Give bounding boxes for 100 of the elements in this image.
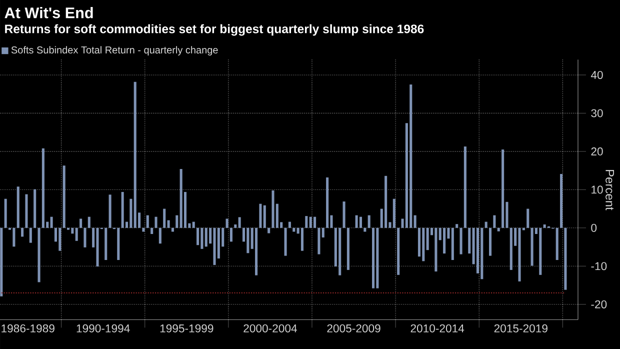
bar bbox=[426, 228, 429, 250]
bar bbox=[292, 228, 296, 232]
bar bbox=[338, 228, 342, 276]
bar bbox=[318, 228, 320, 254]
bar bbox=[29, 228, 32, 243]
bar bbox=[539, 228, 542, 275]
bar bbox=[88, 216, 90, 228]
chart-title: At Wit's End bbox=[4, 7, 93, 18]
bar bbox=[246, 228, 250, 254]
bar bbox=[305, 216, 308, 228]
bar bbox=[196, 228, 200, 246]
bar bbox=[234, 224, 237, 228]
bar bbox=[58, 228, 62, 251]
bar bbox=[154, 216, 158, 228]
bar bbox=[564, 228, 567, 290]
x-tick-label: 2015-2019 bbox=[494, 324, 548, 332]
bar bbox=[150, 228, 154, 234]
bar bbox=[158, 228, 162, 244]
bar bbox=[434, 228, 438, 272]
chart-subtitle: Returns for soft commodities set for biggest quarterly slump since 1986 bbox=[5, 24, 424, 36]
bar bbox=[392, 198, 396, 228]
bar bbox=[314, 216, 316, 228]
y-axis-title: Percent bbox=[606, 170, 614, 210]
bar bbox=[560, 174, 563, 228]
y-tick-label: -20 bbox=[591, 300, 607, 308]
bar bbox=[34, 189, 36, 228]
bar bbox=[451, 228, 454, 260]
bar bbox=[464, 146, 466, 228]
bar bbox=[180, 169, 182, 228]
bar bbox=[346, 228, 350, 270]
y-tick-label: 10 bbox=[592, 186, 603, 194]
bar bbox=[204, 228, 208, 247]
bar bbox=[259, 204, 262, 228]
y-tick-label: 20 bbox=[591, 147, 603, 156]
x-tick-label: 2010-2014 bbox=[410, 324, 464, 332]
bar bbox=[130, 198, 132, 228]
x-tick-label: 2005-2009 bbox=[327, 324, 380, 332]
bar bbox=[376, 228, 379, 288]
bar bbox=[50, 216, 53, 228]
bar bbox=[468, 228, 471, 254]
bar bbox=[4, 198, 7, 228]
bar bbox=[71, 228, 74, 234]
bar bbox=[530, 228, 534, 266]
bar bbox=[84, 228, 86, 248]
bar bbox=[364, 228, 366, 232]
bar bbox=[0, 228, 3, 296]
bar bbox=[134, 82, 136, 228]
bar bbox=[108, 194, 112, 228]
bar bbox=[422, 228, 425, 262]
bar bbox=[443, 228, 446, 254]
x-tick-label: 1986-1989 bbox=[2, 324, 54, 332]
bar bbox=[510, 228, 512, 270]
bar bbox=[418, 228, 420, 257]
bar bbox=[42, 148, 44, 228]
x-tick-label: 2000-2004 bbox=[244, 324, 297, 332]
bar bbox=[309, 216, 312, 228]
x-tick-label: 1995-1999 bbox=[160, 324, 214, 332]
y-tick-label: -10 bbox=[591, 262, 607, 270]
bar bbox=[255, 228, 258, 276]
bar bbox=[38, 228, 40, 282]
bar bbox=[75, 228, 78, 241]
bar bbox=[484, 222, 488, 228]
bar bbox=[518, 228, 521, 282]
bar bbox=[397, 228, 400, 275]
bar bbox=[556, 228, 558, 260]
bar bbox=[488, 228, 492, 256]
bar bbox=[414, 215, 416, 228]
bar bbox=[171, 228, 174, 232]
bar bbox=[192, 222, 195, 228]
x-tick-label: 1990-1994 bbox=[76, 324, 130, 332]
bar bbox=[16, 186, 20, 228]
bar bbox=[355, 215, 358, 228]
bar bbox=[272, 190, 274, 228]
bar bbox=[117, 228, 120, 260]
bar bbox=[342, 202, 346, 228]
bar bbox=[104, 228, 108, 260]
bar bbox=[480, 228, 484, 280]
bar bbox=[284, 228, 287, 256]
bar bbox=[502, 150, 504, 228]
bar bbox=[300, 228, 304, 251]
bar bbox=[372, 228, 375, 288]
bar bbox=[80, 218, 82, 228]
bar bbox=[142, 228, 145, 232]
legend-label: Softs Subindex Total Return - quarterly change bbox=[11, 46, 218, 56]
bar bbox=[384, 176, 388, 228]
bar bbox=[121, 192, 124, 228]
bar bbox=[288, 222, 291, 228]
bar bbox=[25, 194, 28, 228]
bar bbox=[146, 215, 149, 228]
bar bbox=[543, 224, 546, 228]
bar bbox=[238, 217, 241, 228]
bar bbox=[497, 228, 500, 232]
bar bbox=[359, 216, 362, 228]
bar bbox=[268, 228, 270, 234]
bar bbox=[460, 228, 462, 254]
bar bbox=[410, 84, 412, 228]
bar bbox=[21, 228, 24, 237]
y-tick-label: 40 bbox=[590, 70, 603, 79]
bar bbox=[456, 224, 458, 228]
bar bbox=[200, 228, 204, 249]
